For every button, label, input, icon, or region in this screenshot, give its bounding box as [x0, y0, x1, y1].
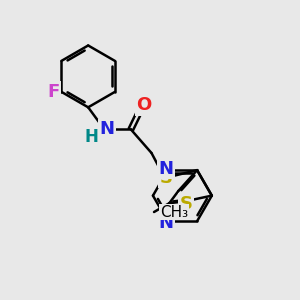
- Text: H: H: [84, 128, 98, 146]
- Text: F: F: [47, 83, 59, 101]
- Text: CH₃: CH₃: [160, 205, 188, 220]
- Text: O: O: [136, 96, 152, 114]
- Text: N: N: [159, 214, 174, 232]
- Text: S: S: [179, 195, 192, 213]
- Text: N: N: [159, 160, 174, 178]
- Text: S: S: [160, 169, 173, 187]
- Text: N: N: [99, 120, 114, 138]
